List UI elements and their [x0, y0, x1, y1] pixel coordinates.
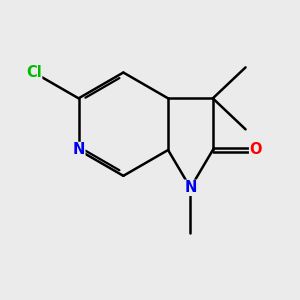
Text: O: O [250, 142, 262, 158]
Text: Cl: Cl [26, 65, 42, 80]
Text: N: N [72, 142, 85, 158]
Text: N: N [184, 180, 196, 195]
